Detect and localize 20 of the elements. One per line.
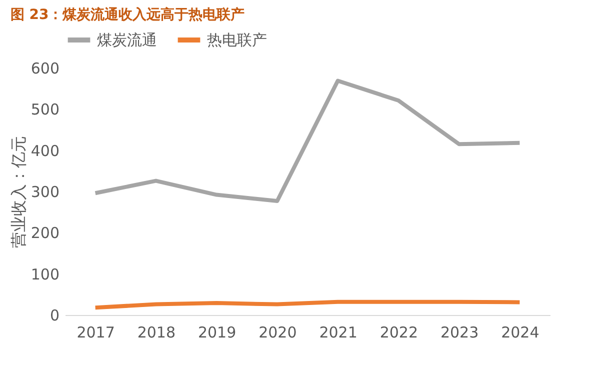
x-tick-label: 2019: [198, 324, 236, 342]
line-series: [93, 78, 522, 203]
y-tick-label: 400: [30, 142, 60, 160]
x-tick-label: 2017: [76, 324, 115, 342]
chart-title: 图 23：煤炭流通收入远高于热电联产: [10, 6, 245, 23]
y-tick-label: 300: [30, 183, 60, 201]
legend-label: 热电联产: [207, 31, 267, 49]
x-tick-label: 2020: [258, 324, 297, 342]
x-tick-label: 2021: [319, 324, 358, 342]
y-tick-label: 600: [30, 60, 60, 78]
x-tick-label: 2023: [440, 324, 479, 342]
x-tick-label: 2018: [137, 324, 176, 342]
y-tick-label: 500: [30, 100, 60, 119]
y-tick-label: 200: [30, 224, 60, 242]
y-tick-label: 100: [30, 265, 60, 284]
x-tick-label: 2024: [501, 324, 540, 342]
x-tick-label: 2022: [380, 324, 418, 342]
y-axis-title: 营业收入：亿元: [8, 136, 28, 248]
legend-label: 煤炭流通: [97, 31, 157, 49]
y-tick-label: 0: [50, 306, 60, 324]
